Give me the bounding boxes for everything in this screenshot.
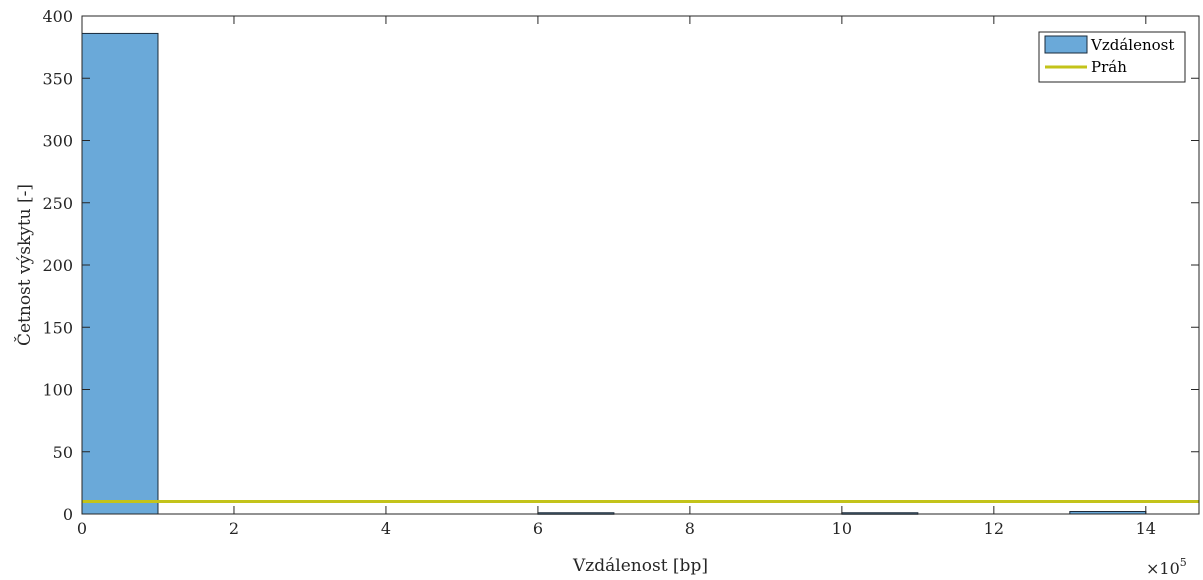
y-tick-label-7: 350 bbox=[42, 69, 73, 88]
y-tick-label-6: 300 bbox=[42, 132, 73, 151]
x-tick-label-0: 0 bbox=[77, 519, 87, 538]
y-tick-label-5: 250 bbox=[42, 194, 73, 213]
x-tick-label-4: 8 bbox=[685, 519, 695, 538]
legend-label-prah: Práh bbox=[1091, 58, 1127, 76]
x-tick-label-6: 12 bbox=[984, 519, 1004, 538]
plot-area-frame bbox=[81, 15, 1200, 515]
bars-layer bbox=[81, 32, 1147, 515]
legend-bar-swatch bbox=[1044, 35, 1088, 54]
legend: Vzdálenost Práh bbox=[1038, 31, 1186, 83]
y-tick-label-1: 50 bbox=[53, 443, 73, 462]
ticks-layer: 0 2 4 6 8 10 12 14 0 50 100 150 200 250 300 350 400 bbox=[42, 7, 1199, 538]
y-tick-label-3: 150 bbox=[42, 318, 73, 337]
x-axis-exponent-power: 5 bbox=[1180, 556, 1187, 569]
legend-label-vzdalenost: Vzdálenost bbox=[1090, 36, 1174, 54]
x-axis-exponent: ×105 bbox=[1146, 556, 1187, 578]
histogram-bar-0 bbox=[81, 32, 159, 515]
x-axis-label: Vzdálenost [bp] bbox=[572, 556, 708, 576]
y-axis-label: Četnost výskytu [-] bbox=[14, 184, 35, 346]
x-tick-label-5: 10 bbox=[832, 519, 852, 538]
x-tick-label-2: 4 bbox=[381, 519, 391, 538]
y-tick-label-4: 200 bbox=[42, 256, 73, 275]
y-tick-label-0: 0 bbox=[63, 505, 73, 524]
x-axis-exponent-base: ×10 bbox=[1146, 559, 1180, 578]
y-tick-label-2: 100 bbox=[42, 381, 73, 400]
x-tick-label-7: 14 bbox=[1136, 519, 1156, 538]
y-tick-label-8: 400 bbox=[42, 7, 73, 26]
axes-layer bbox=[81, 15, 1200, 515]
x-tick-label-1: 2 bbox=[229, 519, 239, 538]
x-tick-label-3: 6 bbox=[533, 519, 543, 538]
